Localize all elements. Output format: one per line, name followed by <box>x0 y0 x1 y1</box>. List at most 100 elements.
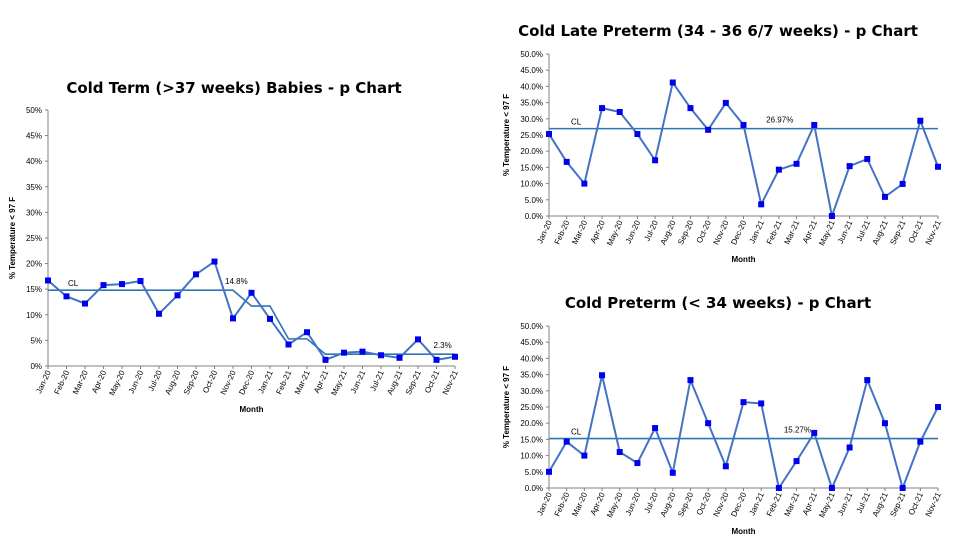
y-tick-label: 35.0% <box>520 99 543 108</box>
data-point <box>917 438 924 445</box>
data-point <box>599 105 606 112</box>
chart-title: Cold Term (>37 weeks) Babies - p Chart <box>66 79 401 97</box>
data-point <box>211 258 218 265</box>
control-line-label: CL <box>68 279 79 288</box>
y-tick-label: 5% <box>30 336 42 345</box>
chart-1: Cold Term (>37 weeks) Babies - p Chart 0%… <box>8 79 460 414</box>
data-point <box>304 329 310 336</box>
data-point <box>230 315 236 322</box>
data-point <box>793 458 800 465</box>
data-point <box>137 278 144 285</box>
chart-title: Cold Late Preterm (34 - 36 6/7 weeks) - … <box>518 22 918 40</box>
y-tick-label: 0.0% <box>525 212 543 221</box>
data-point <box>193 271 199 278</box>
data-point <box>616 108 623 115</box>
data-point <box>546 468 552 475</box>
x-tick-label: Jul-20 <box>146 369 164 393</box>
x-tick-label: May-20 <box>605 219 625 247</box>
data-point <box>917 117 924 124</box>
x-tick-label: Sep-21 <box>888 219 907 247</box>
x-tick-label: Feb-21 <box>274 369 293 396</box>
data-point <box>775 166 782 173</box>
x-tick-label: Nov-20 <box>219 369 238 397</box>
x-tick-label: Sep-20 <box>182 369 201 397</box>
y-tick-label: 30.0% <box>520 387 543 396</box>
control-line-label: CL <box>571 428 582 437</box>
y-tick-label: 25.0% <box>520 131 543 140</box>
control-line-value-label: 14.8% <box>225 277 248 286</box>
x-tick-label: Sep-20 <box>676 219 695 247</box>
x-tick-label: Jan-21 <box>747 491 766 517</box>
x-tick-label: Nov-20 <box>712 491 731 519</box>
chart-2: Cold Late Preterm (34 - 36 6/7 weeks) - … <box>502 22 943 264</box>
data-point <box>599 372 606 379</box>
chart-title: Cold Preterm (< 34 weeks) - p Chart <box>565 294 871 312</box>
data-point <box>669 79 676 86</box>
data-point <box>156 310 162 317</box>
x-tick-label: Oct-21 <box>423 369 442 395</box>
x-tick-label: Dec-20 <box>729 219 748 247</box>
series-line <box>548 375 939 492</box>
control-line-value-label: 2.3% <box>434 341 452 350</box>
x-tick-label: Mar-21 <box>293 369 312 396</box>
data-point <box>793 160 800 167</box>
data-point <box>881 193 888 200</box>
data-point <box>758 201 765 208</box>
y-tick-label: 45% <box>26 132 42 141</box>
data-point <box>563 438 570 445</box>
y-tick-label: 25% <box>26 234 42 243</box>
data-point <box>119 281 125 288</box>
x-tick-label: Aug-21 <box>385 369 404 397</box>
y-tick-label: 10% <box>26 311 42 320</box>
data-point <box>740 399 747 406</box>
data-point <box>341 349 347 356</box>
y-axis-title: % Temperature < 97 F <box>8 197 17 279</box>
data-point <box>100 282 107 289</box>
data-point <box>634 131 641 138</box>
x-tick-label: Jul-21 <box>368 369 386 393</box>
x-tick-label: Jun-20 <box>624 219 643 245</box>
x-tick-label: Oct-20 <box>695 491 714 517</box>
y-axis-title: % Temperature < 97 F <box>502 366 511 448</box>
data-point <box>828 485 835 491</box>
x-tick-label: Mar-21 <box>782 491 801 518</box>
x-tick-label: Jul-21 <box>855 219 873 243</box>
y-tick-label: 10.0% <box>520 452 543 461</box>
data-point <box>616 449 623 456</box>
x-tick-label: Nov-20 <box>712 219 731 247</box>
x-axis-title: Month <box>240 405 264 414</box>
data-point <box>45 277 51 284</box>
x-tick-label: Apr-20 <box>90 369 109 395</box>
x-tick-label: Aug-20 <box>659 491 678 519</box>
y-tick-label: 20% <box>26 260 42 269</box>
x-tick-label: Jan-20 <box>535 491 554 517</box>
x-tick-label: Jun-20 <box>127 369 146 395</box>
data-point <box>82 300 88 307</box>
x-tick-label: Feb-20 <box>553 219 572 246</box>
data-point <box>811 121 818 128</box>
data-point <box>687 377 694 384</box>
y-tick-label: 50% <box>26 106 42 115</box>
x-tick-label: Sep-20 <box>676 491 695 519</box>
x-tick-label: Feb-20 <box>553 491 572 518</box>
x-tick-label: Jun-21 <box>349 369 368 395</box>
data-point <box>634 460 641 467</box>
x-tick-label: Jul-21 <box>855 491 873 515</box>
data-point <box>433 356 440 363</box>
x-axis-title: Month <box>732 255 756 264</box>
x-tick-label: Dec-20 <box>729 491 748 519</box>
data-point <box>563 158 570 165</box>
y-tick-label: 0% <box>30 362 42 371</box>
y-tick-label: 40% <box>26 157 42 166</box>
data-point <box>378 352 384 359</box>
y-tick-label: 40.0% <box>520 354 543 363</box>
data-point <box>322 356 329 363</box>
x-tick-label: Mar-20 <box>71 369 90 396</box>
x-tick-label: Oct-21 <box>907 491 926 517</box>
x-tick-label: Jan-20 <box>535 219 554 245</box>
data-point <box>452 353 458 360</box>
x-tick-label: Apr-21 <box>312 369 331 395</box>
x-tick-label: Mar-20 <box>570 491 589 518</box>
x-tick-label: Oct-20 <box>695 219 714 245</box>
data-point <box>285 341 292 348</box>
